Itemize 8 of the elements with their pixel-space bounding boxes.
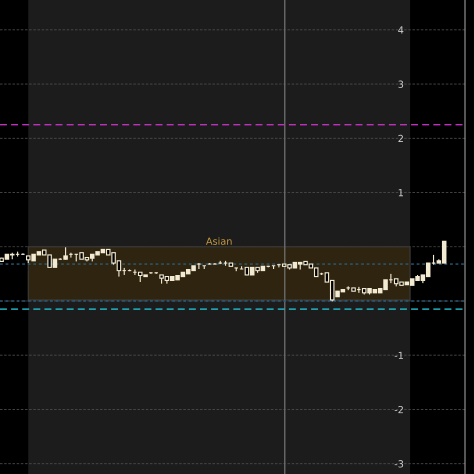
y-tick-label: -2 xyxy=(394,406,403,414)
y-tick-label: 1 xyxy=(398,189,403,196)
y-tick-label: 3 xyxy=(398,80,404,88)
y-tick-label: -1 xyxy=(394,352,403,359)
y-tick-label: -3 xyxy=(394,460,404,468)
band-label: Asian xyxy=(206,237,232,245)
y-tick-label: 4 xyxy=(398,26,404,34)
y-tick-label: 2 xyxy=(398,134,403,142)
